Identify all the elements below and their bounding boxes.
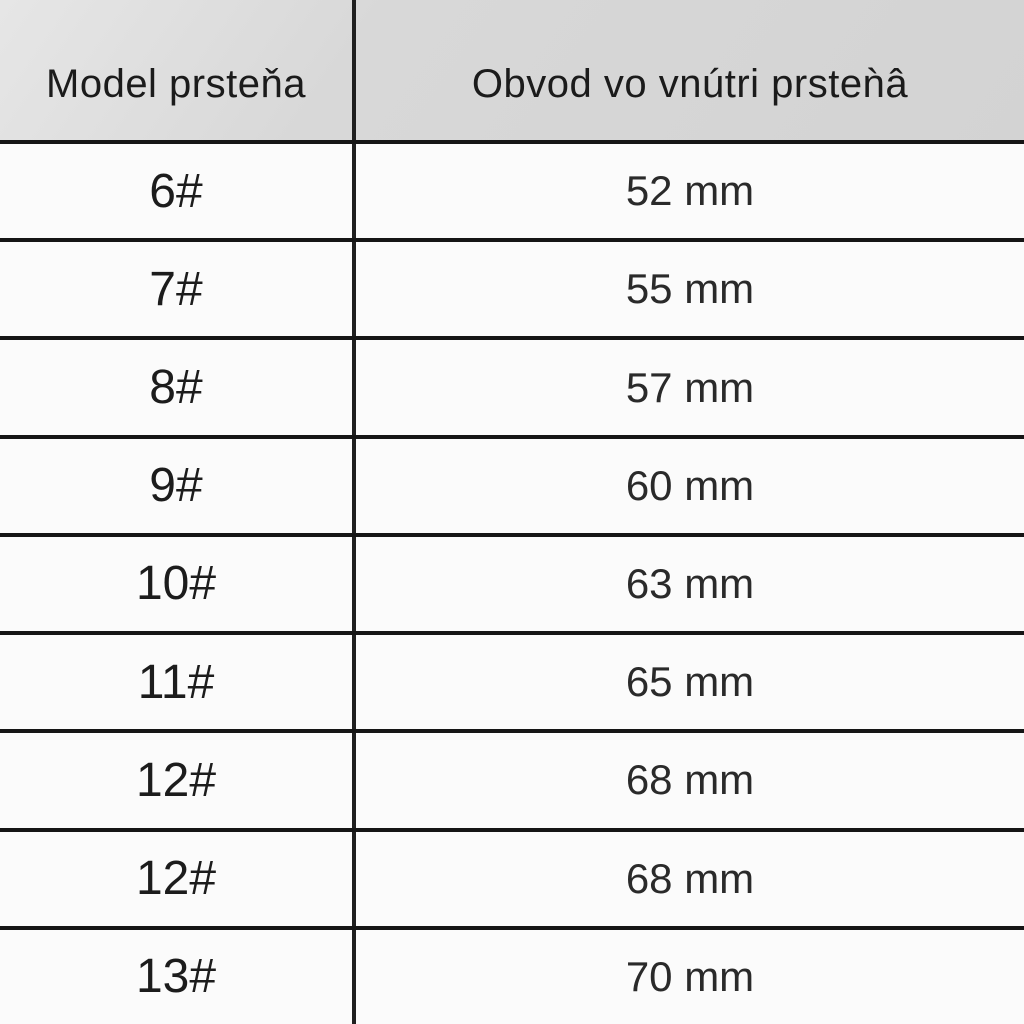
table-row: 11# 65 mm	[0, 631, 1024, 730]
table-row: 13# 70 mm	[0, 925, 1024, 1024]
table-row: 12# 68 mm	[0, 827, 1024, 926]
circumference-cell: 65 mm	[625, 658, 755, 706]
table-row: 9# 60 mm	[0, 434, 1024, 533]
model-cell: 13#	[0, 929, 356, 1024]
table-row: 7# 55 mm	[0, 238, 1024, 337]
circumference-cell: 70 mm	[625, 952, 755, 1000]
table-header-row: Model prsteňa Obvod vo vnútri prsteǹâ	[0, 0, 1024, 140]
header-cell-model: Model prsteňa	[0, 0, 356, 140]
table-row: 6# 52 mm	[0, 140, 1024, 239]
model-cell: 12#	[0, 733, 356, 828]
model-cell: 12#	[0, 831, 356, 926]
model-cell: 6#	[0, 144, 356, 239]
circumference-cell: 52 mm	[625, 167, 755, 215]
circumference-cell: 60 mm	[625, 461, 755, 509]
circumference-cell: 63 mm	[625, 559, 755, 607]
table-row: 12# 68 mm	[0, 729, 1024, 828]
table-row: 10# 63 mm	[0, 532, 1024, 632]
model-cell: 8#	[0, 340, 356, 435]
table-row: 8# 57 mm	[0, 336, 1024, 435]
model-cell: 11#	[0, 635, 356, 730]
circumference-cell: 68 mm	[625, 854, 755, 902]
model-cell: 9#	[0, 438, 356, 533]
circumference-cell: 57 mm	[625, 363, 755, 411]
header-cell-circumference: Obvod vo vnútri prsteǹâ	[471, 61, 909, 106]
circumference-cell: 68 mm	[625, 756, 755, 804]
model-cell: 10#	[0, 536, 356, 632]
model-cell: 7#	[0, 242, 356, 337]
circumference-cell: 55 mm	[625, 265, 755, 313]
